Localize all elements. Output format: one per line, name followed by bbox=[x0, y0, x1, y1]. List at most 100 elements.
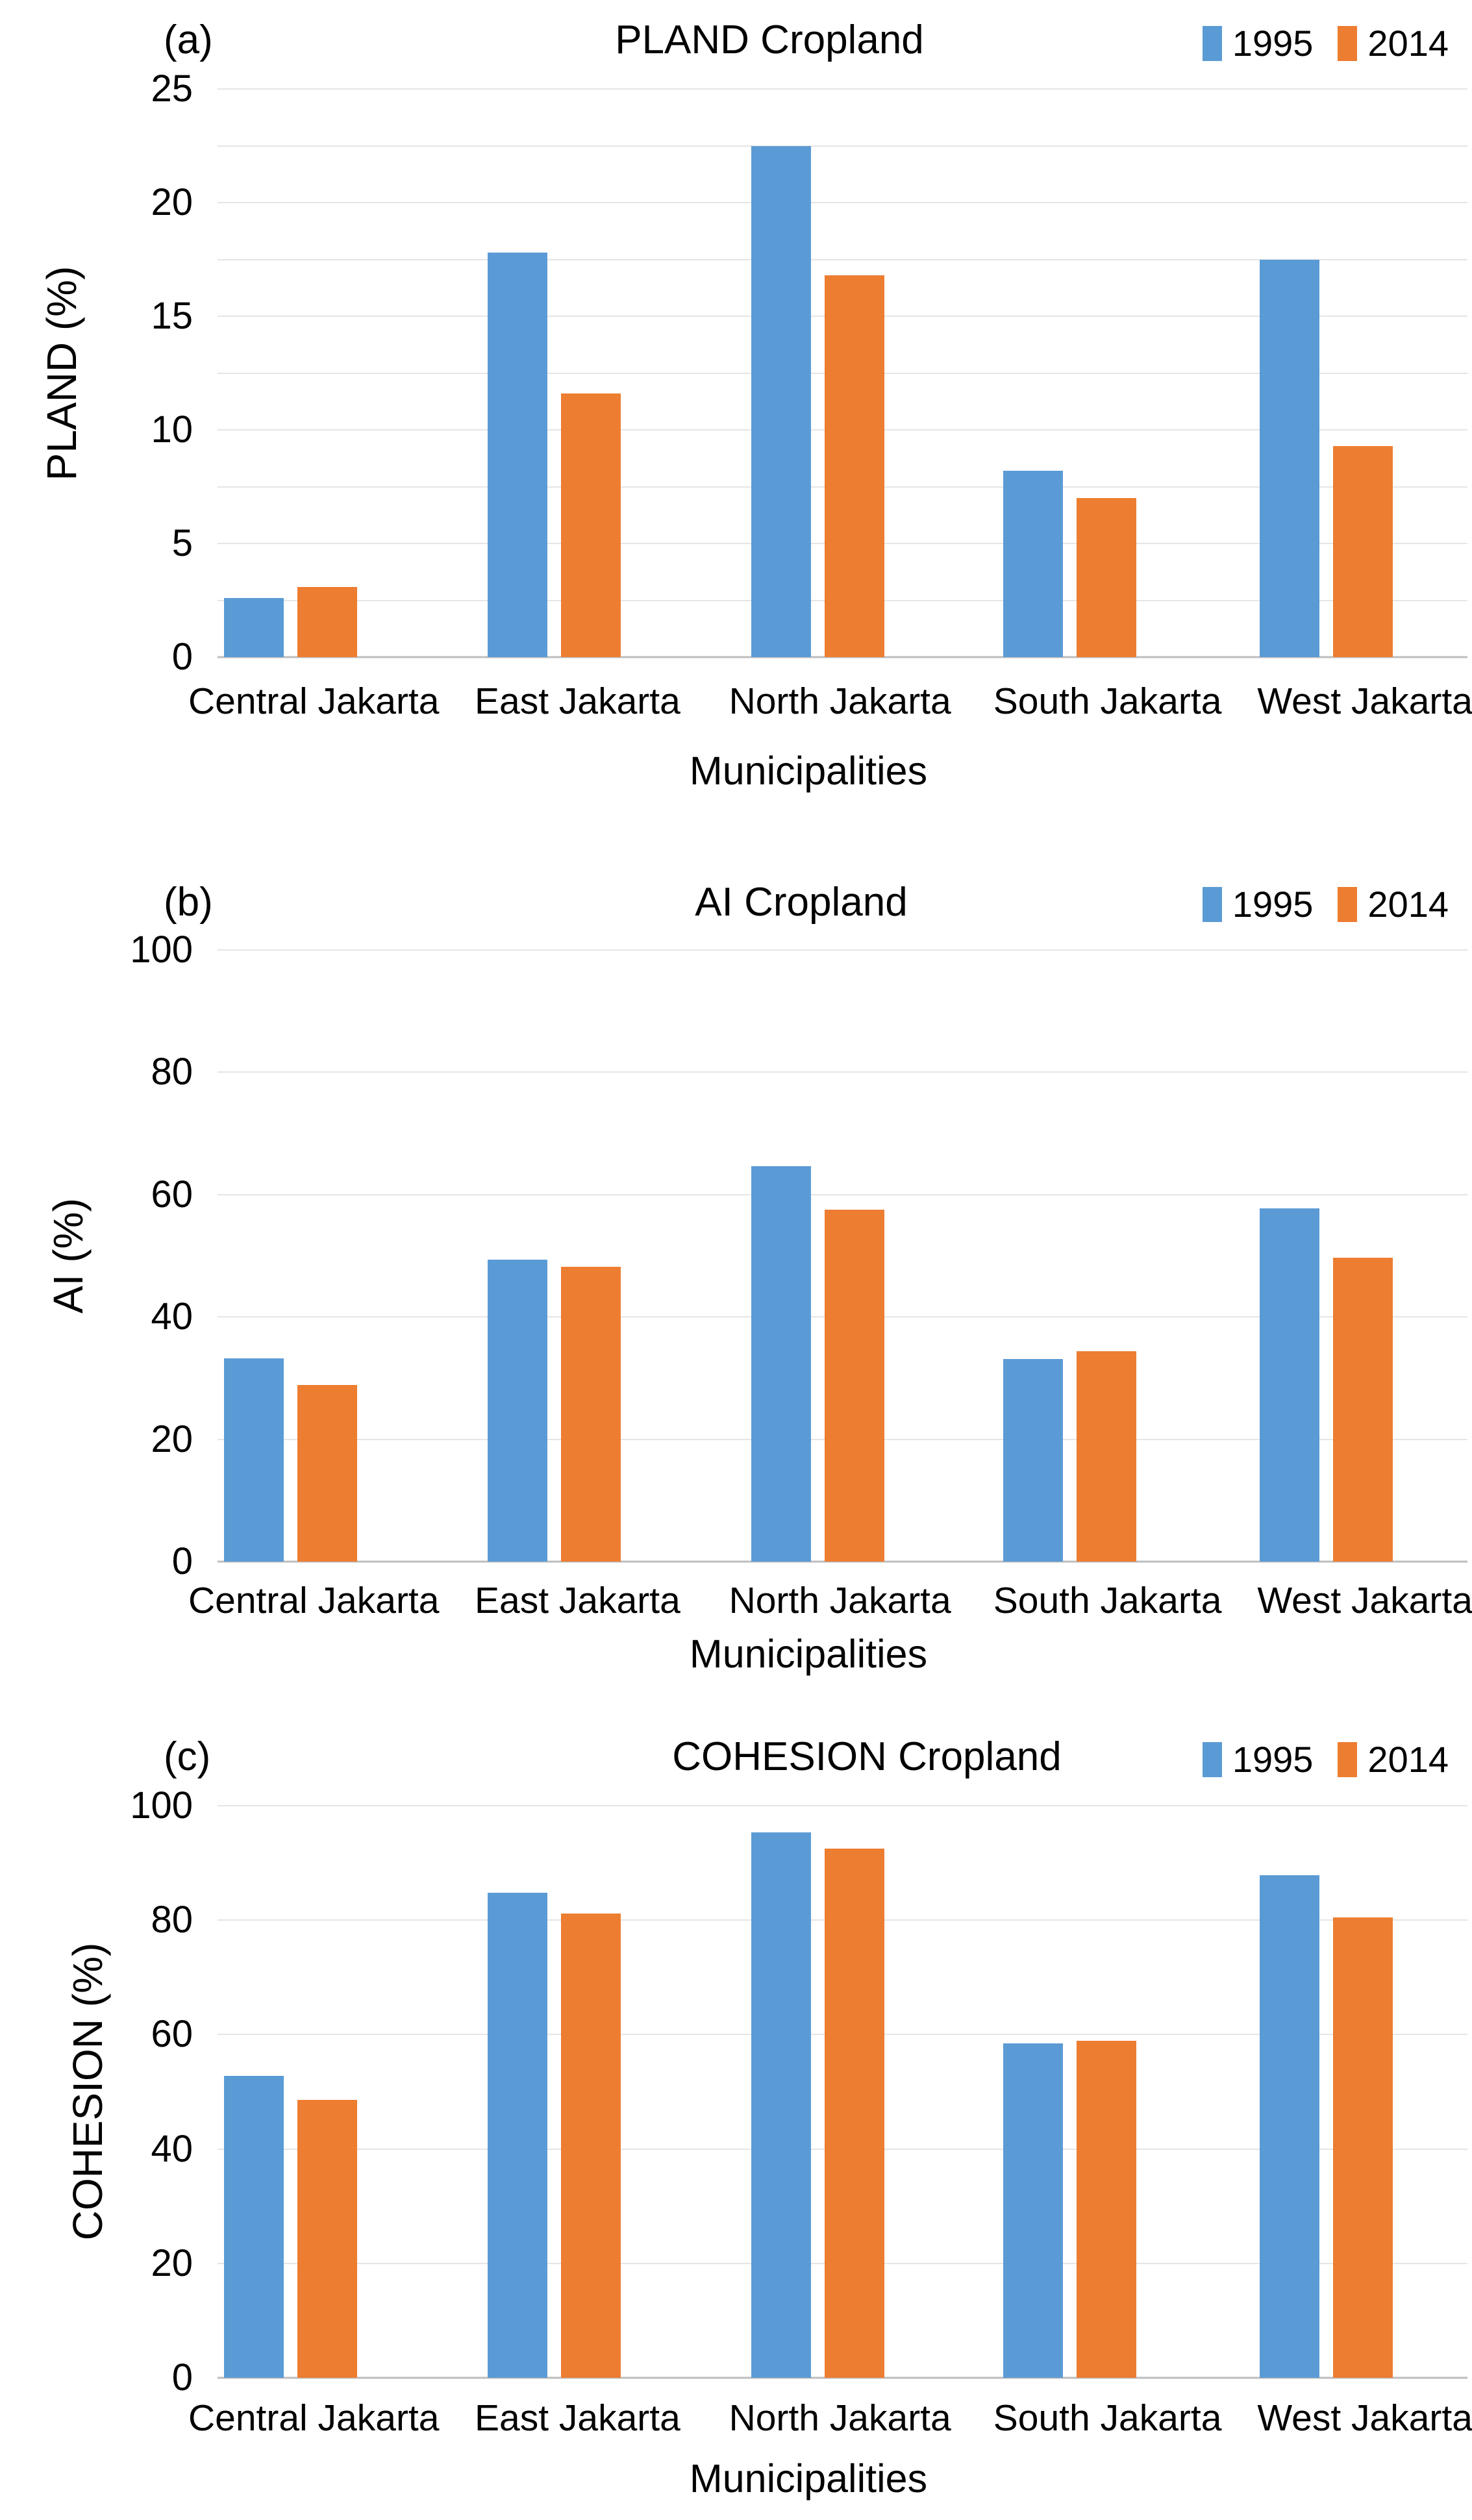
bar-2014-central-jakarta bbox=[297, 2099, 357, 2378]
panel-letter-c: (c) bbox=[164, 1734, 211, 1779]
bar-1995-east-jakarta bbox=[487, 253, 547, 657]
x-category-label: South Jakarta bbox=[993, 1580, 1222, 1621]
x-category-label: South Jakarta bbox=[993, 680, 1222, 722]
bar-1995-central-jakarta bbox=[224, 598, 284, 657]
bar-2014-south-jakarta bbox=[1077, 1351, 1137, 1562]
bar-1995-central-jakarta bbox=[224, 1358, 284, 1562]
y-tick-label: 20 bbox=[151, 1417, 193, 1460]
gridline bbox=[218, 258, 1467, 260]
legend-swatch-2014 bbox=[1338, 886, 1358, 922]
x-category-label: West Jakarta bbox=[1257, 2397, 1472, 2439]
legend-a: 1995 2014 bbox=[1202, 22, 1463, 64]
y-tick-label: 15 bbox=[151, 295, 193, 337]
x-axis-title-c: Municipalities bbox=[689, 2456, 928, 2501]
plot-area-c: 0 20 40 60 80 100 Central Jakarta East Jakarta N… bbox=[130, 1787, 1472, 2439]
y-axis-title-c: COHESION (%) bbox=[64, 1942, 111, 2241]
y-tick-label: 100 bbox=[130, 1784, 193, 1827]
y-tick-label: 5 bbox=[171, 522, 193, 564]
y-tick-label: 60 bbox=[151, 2013, 193, 2056]
x-category-label: North Jakarta bbox=[729, 1580, 951, 1621]
chart-panel-b: (b) AI Cropland 1995 2014 AI (%) 0 20 40 60… bbox=[0, 840, 1472, 1680]
gridline bbox=[218, 145, 1467, 147]
x-category-label: East Jakarta bbox=[474, 1580, 680, 1621]
bar-2014-north-jakarta bbox=[824, 1849, 884, 2378]
plot-area-b: 0 20 40 60 80 100 Central Jakarta East Jakarta N… bbox=[130, 931, 1472, 1622]
legend-swatch-2014 bbox=[1338, 25, 1358, 61]
y-axis-title-a: PLAND (%) bbox=[38, 266, 85, 481]
bar-2014-west-jakarta bbox=[1333, 1257, 1393, 1562]
y-tick-label: 40 bbox=[151, 1295, 193, 1338]
y-tick-label: 25 bbox=[151, 68, 193, 110]
chart-title-c: COHESION Cropland bbox=[672, 1734, 1062, 1779]
y-tick-label: 0 bbox=[171, 2356, 193, 2399]
panel-letter-b: (b) bbox=[164, 880, 213, 925]
legend-label-1995: 1995 bbox=[1232, 884, 1314, 925]
y-tick-label: 20 bbox=[151, 2241, 193, 2284]
gridline bbox=[218, 1071, 1467, 1073]
legend-b: 1995 2014 bbox=[1202, 883, 1463, 925]
bar-2014-south-jakarta bbox=[1077, 2041, 1137, 2378]
bar-1995-central-jakarta bbox=[224, 2075, 284, 2378]
chart-panel-c: (c) COHESION Cropland 1995 2014 COHESION… bbox=[0, 1680, 1472, 2520]
x-axis-line bbox=[218, 1560, 1467, 1563]
legend-label-2014: 2014 bbox=[1367, 23, 1449, 64]
bar-1995-north-jakarta bbox=[751, 145, 811, 657]
x-axis-title-b: Municipalities bbox=[689, 1632, 928, 1676]
y-tick-label: 0 bbox=[171, 1540, 193, 1582]
bar-2014-east-jakarta bbox=[560, 393, 621, 657]
gridline bbox=[218, 202, 1467, 203]
bar-2014-west-jakarta bbox=[1333, 445, 1393, 657]
y-tick-label: 20 bbox=[151, 181, 193, 223]
bar-2014-south-jakarta bbox=[1077, 498, 1137, 657]
legend-label-1995: 1995 bbox=[1232, 1739, 1314, 1780]
chart-title-a: PLAND Cropland bbox=[615, 18, 924, 62]
x-axis-line bbox=[218, 2377, 1467, 2379]
x-category-label: North Jakarta bbox=[729, 2397, 951, 2439]
gridline bbox=[218, 1193, 1467, 1195]
y-tick-label: 60 bbox=[151, 1173, 193, 1216]
gridline bbox=[218, 949, 1467, 951]
legend-swatch-1995 bbox=[1202, 1741, 1222, 1777]
chart-panel-a: (a) PLAND Cropland 1995 2014 PLAND (%) 0… bbox=[0, 0, 1472, 840]
legend-label-2014: 2014 bbox=[1367, 1739, 1449, 1780]
x-axis-title-a: Municipalities bbox=[689, 749, 928, 793]
bar-1995-west-jakarta bbox=[1260, 1875, 1320, 2378]
bar-1995-west-jakarta bbox=[1260, 259, 1320, 657]
x-category-label: West Jakarta bbox=[1257, 680, 1472, 722]
bar-2014-east-jakarta bbox=[560, 1266, 621, 1562]
bar-2014-central-jakarta bbox=[297, 586, 357, 657]
legend-label-1995: 1995 bbox=[1232, 23, 1314, 64]
y-tick-label: 40 bbox=[151, 2127, 193, 2170]
bar-1995-east-jakarta bbox=[487, 1259, 547, 1562]
legend-c: 1995 2014 bbox=[1202, 1738, 1463, 1780]
y-tick-label: 80 bbox=[151, 1899, 193, 1941]
x-category-label: West Jakarta bbox=[1257, 1580, 1472, 1621]
x-category-label: Central Jakarta bbox=[188, 680, 440, 722]
y-axis-title-b: AI (%) bbox=[45, 1198, 92, 1314]
x-category-label: East Jakarta bbox=[474, 2397, 680, 2439]
x-category-label: Central Jakarta bbox=[188, 2397, 440, 2439]
y-tick-label: 10 bbox=[151, 408, 193, 451]
legend-swatch-1995 bbox=[1202, 25, 1222, 61]
x-category-label: North Jakarta bbox=[729, 680, 951, 722]
x-axis-line bbox=[218, 656, 1467, 658]
legend-label-2014: 2014 bbox=[1367, 884, 1449, 925]
x-category-label: South Jakarta bbox=[993, 2397, 1222, 2439]
y-tick-label: 100 bbox=[130, 929, 193, 971]
gridline bbox=[218, 1805, 1467, 1806]
bar-2014-north-jakarta bbox=[824, 275, 884, 657]
bar-2014-west-jakarta bbox=[1333, 1917, 1393, 2378]
bar-1995-south-jakarta bbox=[1003, 2043, 1064, 2378]
legend-swatch-2014 bbox=[1338, 1741, 1358, 1777]
bar-1995-east-jakarta bbox=[487, 1892, 547, 2378]
y-tick-label: 0 bbox=[171, 636, 193, 678]
bar-1995-north-jakarta bbox=[751, 1832, 811, 2378]
bar-1995-south-jakarta bbox=[1003, 471, 1064, 657]
chart-title-b: AI Cropland bbox=[695, 880, 908, 925]
y-tick-label: 80 bbox=[151, 1051, 193, 1093]
x-category-label: Central Jakarta bbox=[188, 1580, 440, 1621]
gridline bbox=[218, 88, 1467, 90]
panel-letter-a: (a) bbox=[164, 18, 213, 62]
bar-1995-west-jakarta bbox=[1260, 1208, 1320, 1562]
